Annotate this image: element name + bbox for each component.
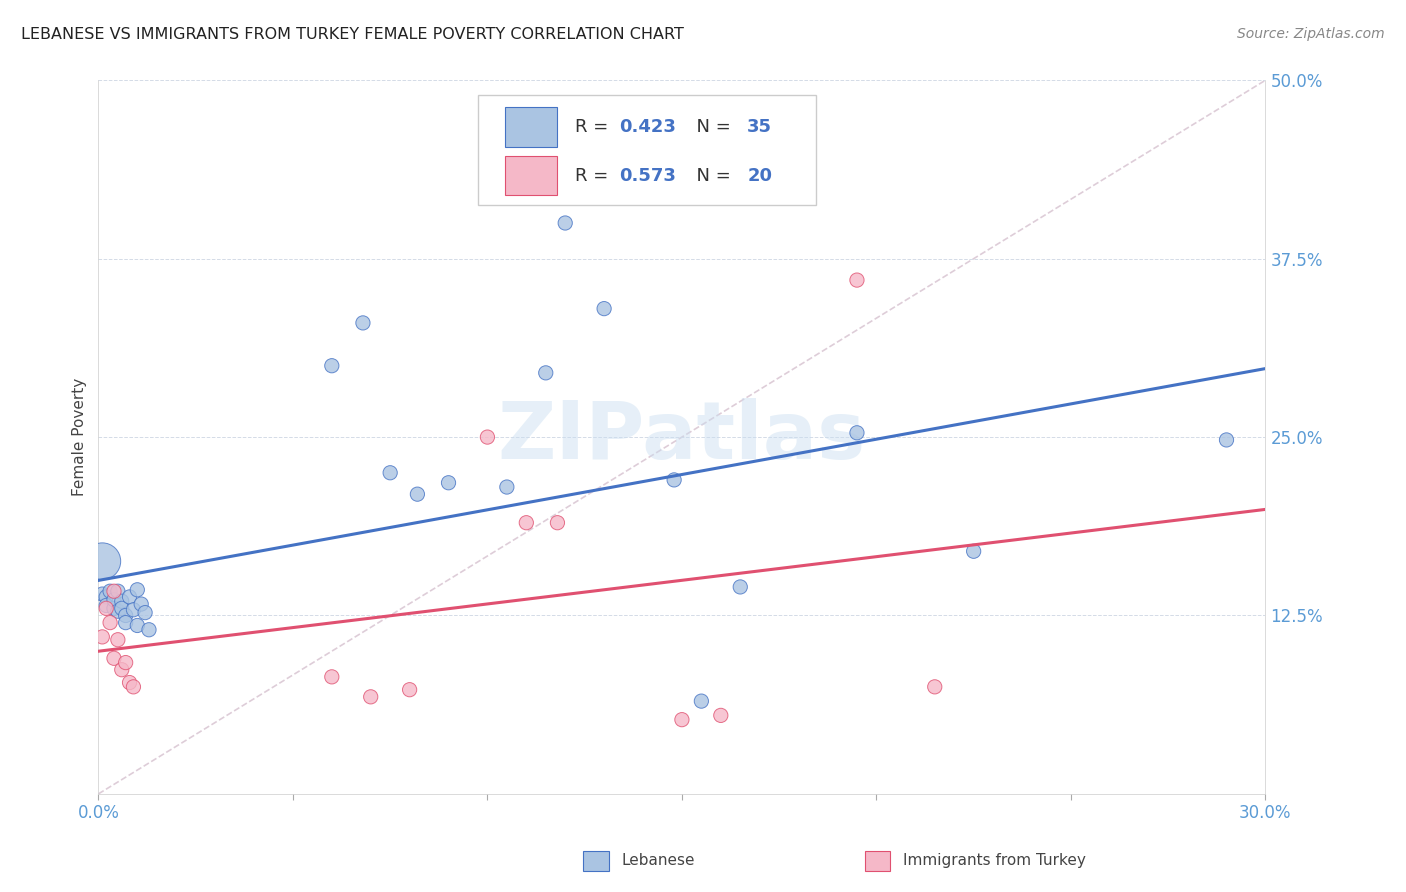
Point — [515, 516, 537, 530]
Point — [122, 603, 145, 617]
Point — [846, 273, 869, 287]
Point — [924, 680, 946, 694]
Point — [91, 587, 114, 601]
Point — [111, 594, 134, 608]
Point — [360, 690, 382, 704]
Point — [671, 713, 693, 727]
Text: Lebanese: Lebanese — [621, 854, 695, 868]
Point — [321, 359, 343, 373]
Point — [352, 316, 374, 330]
Point — [1215, 433, 1237, 447]
Text: 20: 20 — [747, 167, 772, 185]
Point — [406, 487, 429, 501]
Point — [398, 682, 420, 697]
Point — [114, 656, 136, 670]
Point — [96, 601, 118, 615]
Point — [129, 597, 152, 611]
Point — [127, 618, 149, 632]
Text: Immigrants from Turkey: Immigrants from Turkey — [903, 854, 1085, 868]
Point — [103, 592, 125, 607]
Text: ZIPatlas: ZIPatlas — [498, 398, 866, 476]
Point — [593, 301, 616, 316]
Point — [554, 216, 576, 230]
Point — [118, 675, 141, 690]
Point — [91, 554, 114, 568]
Point — [114, 608, 136, 623]
Point — [662, 473, 685, 487]
Text: LEBANESE VS IMMIGRANTS FROM TURKEY FEMALE POVERTY CORRELATION CHART: LEBANESE VS IMMIGRANTS FROM TURKEY FEMAL… — [21, 27, 683, 42]
Text: R =: R = — [575, 167, 613, 185]
Point — [107, 604, 129, 618]
Point — [114, 615, 136, 630]
Point — [122, 680, 145, 694]
Point — [380, 466, 402, 480]
Point — [546, 516, 568, 530]
Point — [111, 601, 134, 615]
Point — [111, 663, 134, 677]
Point — [496, 480, 519, 494]
Point — [534, 366, 557, 380]
Point — [98, 584, 121, 599]
Point — [107, 584, 129, 599]
FancyBboxPatch shape — [505, 156, 557, 195]
Point — [98, 615, 121, 630]
Point — [103, 651, 125, 665]
Point — [107, 632, 129, 647]
FancyBboxPatch shape — [478, 95, 815, 205]
Point — [103, 601, 125, 615]
Y-axis label: Female Poverty: Female Poverty — [72, 378, 87, 496]
Point — [962, 544, 984, 558]
Text: 0.423: 0.423 — [619, 118, 676, 136]
Point — [138, 623, 160, 637]
Text: Source: ZipAtlas.com: Source: ZipAtlas.com — [1237, 27, 1385, 41]
Point — [730, 580, 752, 594]
Point — [91, 630, 114, 644]
FancyBboxPatch shape — [505, 107, 557, 146]
Point — [96, 599, 118, 613]
Point — [118, 590, 141, 604]
Text: 0.573: 0.573 — [619, 167, 676, 185]
Point — [134, 606, 156, 620]
Point — [690, 694, 713, 708]
Point — [321, 670, 343, 684]
Point — [710, 708, 733, 723]
Text: N =: N = — [685, 167, 737, 185]
Point — [437, 475, 460, 490]
Point — [103, 584, 125, 599]
Point — [127, 582, 149, 597]
Point — [477, 430, 499, 444]
Text: N =: N = — [685, 118, 737, 136]
Text: R =: R = — [575, 118, 613, 136]
Text: 35: 35 — [747, 118, 772, 136]
Point — [846, 425, 869, 440]
Point — [96, 590, 118, 604]
